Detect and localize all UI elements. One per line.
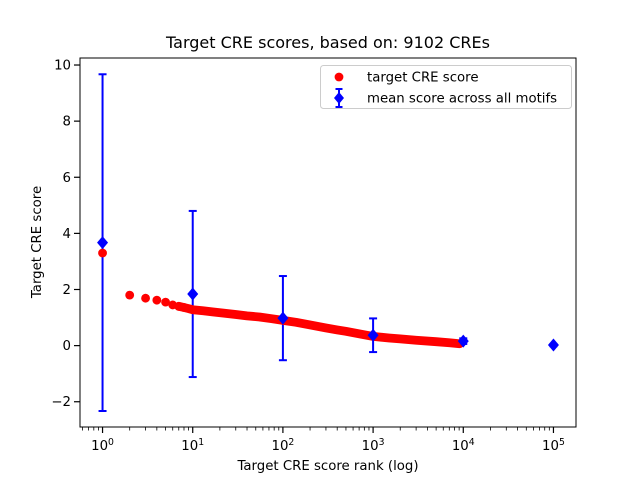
target-score-band [174,301,464,349]
legend-label-mean: mean score across all motifs [367,92,557,107]
target-score-point [152,295,162,305]
legend-label-target: target CRE score [367,71,479,86]
y-axis-label: Target CRE score [30,186,45,299]
mean-score-diamond [367,328,379,342]
target-score-point [98,248,107,258]
y-tick-label: 4 [63,227,71,242]
y-tick-label: 8 [63,115,71,130]
mean-score-diamond [97,236,109,250]
target-score-point [161,297,170,307]
target-score-point [125,290,135,300]
chart-title: Target CRE scores, based on: 9102 CREs [165,33,490,52]
mean-score-diamond [277,311,289,325]
y-tick-label: 2 [63,283,71,298]
plot-area [79,57,577,428]
y-tick-label: −2 [51,395,71,410]
mean-score-diamond [187,287,199,301]
y-tick-label: 6 [63,171,71,186]
legend-box [320,65,572,109]
target-score-point [141,293,150,303]
target-score-series [98,248,464,349]
y-axis: −2 0 2 4 6 8 10 [51,59,80,410]
mean-score-diamond [457,334,469,348]
mean-score-diamond [547,338,559,352]
legend-mean-errorbar-icon [334,88,344,108]
y-tick-label: 10 [54,59,71,74]
legend-target-dot-icon [334,72,344,82]
y-tick-label: 0 [63,339,71,354]
mean-diamond-markers [97,236,559,352]
x-axis-label: Target CRE score rank (log) [236,459,418,474]
legend: target CRE score mean score across all m… [320,65,572,109]
